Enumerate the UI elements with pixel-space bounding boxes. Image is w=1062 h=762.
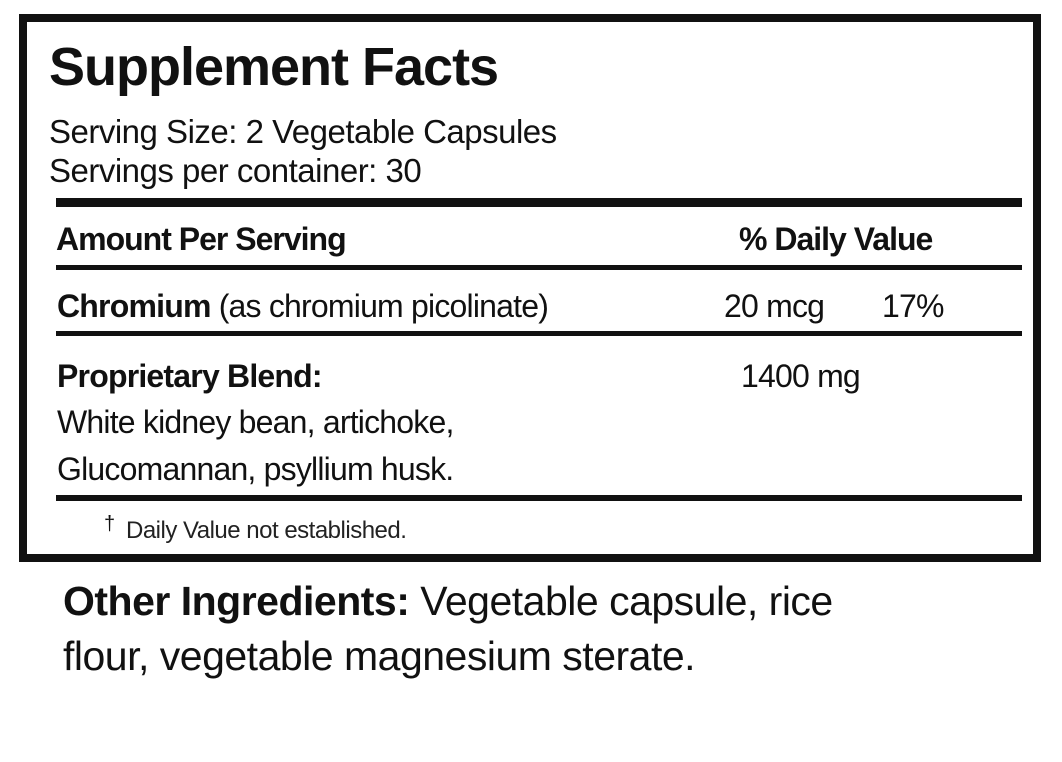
nutrient-amount: 20 mcg [724, 288, 825, 324]
supplement-facts-panel: Supplement Facts Serving Size: 2 Vegetab… [19, 14, 1041, 562]
divider [56, 495, 1022, 501]
amount-per-serving-header: Amount Per Serving [56, 221, 347, 257]
divider [56, 265, 1022, 270]
serving-size: Serving Size: 2 Vegetable Capsules [49, 113, 557, 150]
nutrient-amount: 1400 mg [741, 358, 861, 394]
dagger-symbol: † [104, 513, 116, 535]
blend-ingredients-line: Glucomannan, psyllium husk. [57, 451, 454, 487]
daily-value-header: % Daily Value [739, 221, 933, 257]
panel-title: Supplement Facts [49, 37, 499, 97]
thick-divider [56, 198, 1022, 207]
nutrient-detail: (as chromium picolinate) [218, 288, 549, 324]
servings-per-container: Servings per container: 30 [49, 152, 422, 189]
nutrient-name: Chromium [57, 288, 211, 324]
divider [56, 331, 1022, 336]
nutrient-dv: 17% [882, 288, 944, 324]
other-ingredients-text: flour, vegetable magnesium sterate. [63, 633, 696, 679]
blend-ingredients-line: White kidney bean, artichoke, [57, 404, 454, 440]
nutrient-name: Proprietary Blend: [57, 358, 323, 394]
footnote: Daily Value not established. [126, 517, 407, 544]
other-ingredients-label: Other Ingredients: [63, 578, 410, 624]
other-ingredients-text: Vegetable capsule, rice [420, 578, 833, 624]
